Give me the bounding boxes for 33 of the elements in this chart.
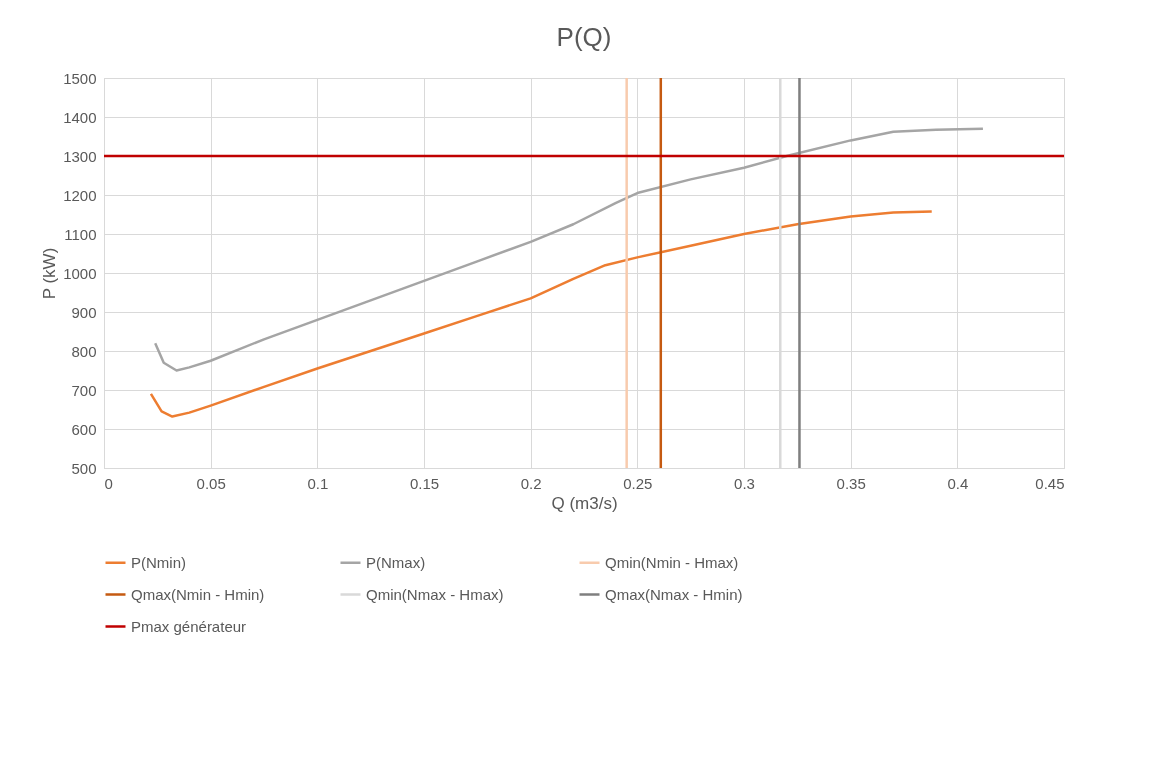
y-tick-label: 800 (71, 342, 97, 360)
x-tick-label: 0.4 (947, 474, 969, 492)
y-tick-label: 600 (71, 420, 97, 438)
legend-label: P(Nmax) (366, 553, 426, 571)
legend-label: Qmin(Nmax - Hmax) (366, 585, 504, 603)
legend-label: P(Nmin) (131, 553, 186, 571)
y-tick-label: 1400 (63, 108, 97, 126)
x-tick-label: 0.35 (836, 474, 866, 492)
x-tick-label: 0.3 (734, 474, 755, 492)
y-axis-title: P (kW) (40, 247, 60, 300)
x-tick-label: 0.05 (196, 474, 226, 492)
y-tick-label: 1100 (64, 225, 97, 243)
legend-label: Qmin(Nmin - Hmax) (605, 553, 739, 571)
chart-title: P(Q) (556, 22, 612, 52)
legend-label: Pmax générateur (131, 617, 247, 635)
legend-label: Qmax(Nmax - Hmin) (605, 585, 743, 603)
y-tick-label: 1300 (63, 147, 97, 165)
x-tick-label: 0.15 (409, 474, 440, 492)
y-tick-label: 900 (71, 303, 97, 321)
y-tick-label: 500 (71, 459, 97, 477)
y-tick-label: 700 (71, 381, 97, 399)
x-tick-label: 0.25 (623, 474, 653, 492)
x-axis-title: Q (m3/s) (551, 493, 618, 513)
line-series (153, 127, 985, 372)
y-tick-label: 1500 (63, 69, 97, 87)
y-tick-label: 1200 (63, 186, 97, 204)
x-tick-label: 0 (104, 474, 113, 492)
x-tick-label: 0.45 (1035, 474, 1065, 492)
legend-label: Qmax(Nmin - Hmin) (131, 585, 265, 603)
x-tick-label: 0.2 (520, 474, 542, 492)
y-tick-label: 1000 (63, 264, 97, 282)
line-series (149, 210, 933, 418)
x-tick-label: 0.1 (307, 474, 329, 492)
